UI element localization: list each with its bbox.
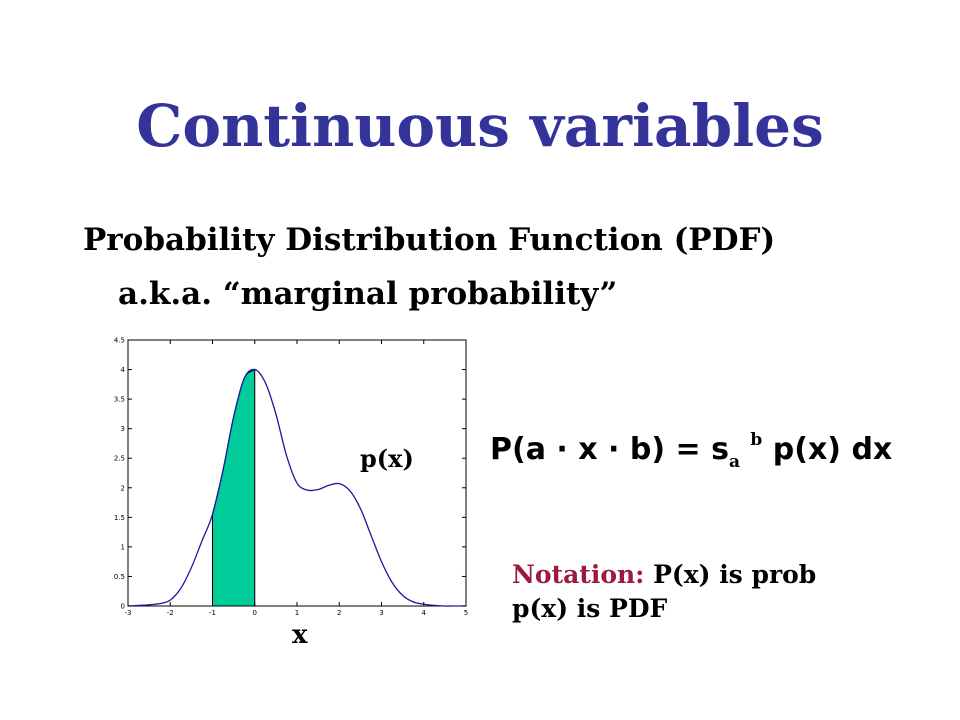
x-tick-label: 5 (464, 609, 468, 617)
notation-block: Notation: P(x) is prob p(x) is PDF (512, 558, 816, 626)
y-tick-label: 1 (121, 543, 125, 551)
y-tick-label: 3.5 (114, 396, 125, 404)
formula-left: P(a · x · b) = (490, 432, 701, 467)
integral-symbol: s (711, 432, 729, 467)
y-tick-label: 4 (121, 366, 126, 374)
integral-lower-bound: a (728, 452, 740, 472)
pdf-heading: Probability Distribution Function (PDF) (83, 222, 776, 258)
y-tick-label: 0 (121, 603, 125, 611)
y-tick-label: 2.5 (114, 455, 125, 463)
probability-formula: P(a · x · b) = sa b p(x) dx (490, 430, 892, 472)
x-axis-label: x (292, 620, 308, 650)
slide-title: Continuous variables (136, 92, 824, 160)
x-tick-label: 2 (337, 609, 341, 617)
notation-label: Notation: (512, 560, 645, 589)
x-tick-label: -2 (167, 609, 174, 617)
y-tick-label: 2 (121, 484, 125, 492)
y-tick-label: 0.5 (114, 573, 125, 581)
formula-right: p(x) dx (772, 432, 893, 467)
aka-subheading: a.k.a. “marginal probability” (118, 276, 618, 312)
x-tick-label: -1 (209, 609, 216, 617)
y-tick-label: 3 (121, 425, 125, 433)
x-tick-label: 0 (253, 609, 257, 617)
pdf-curve (127, 368, 466, 607)
notation-text-1: P(x) is prob (653, 560, 817, 589)
curve-label: p(x) (360, 444, 414, 473)
y-tick-label: 1.5 (114, 514, 125, 522)
x-tick-label: 1 (295, 609, 299, 617)
plot-frame (127, 339, 467, 607)
notation-text-2: p(x) is PDF (512, 594, 668, 623)
pdf-plot: -3 -2 -1 0 1 2 3 4 5 0 0.5 1 1.5 2 2.5 3 3.5 4 4.5 (114, 337, 468, 618)
x-tick-label: 3 (379, 609, 383, 617)
integral-upper-bound: b (750, 430, 763, 450)
y-tick-label: 4.5 (114, 337, 125, 345)
x-tick-label: -3 (125, 609, 132, 617)
x-tick-label: 4 (422, 609, 427, 617)
